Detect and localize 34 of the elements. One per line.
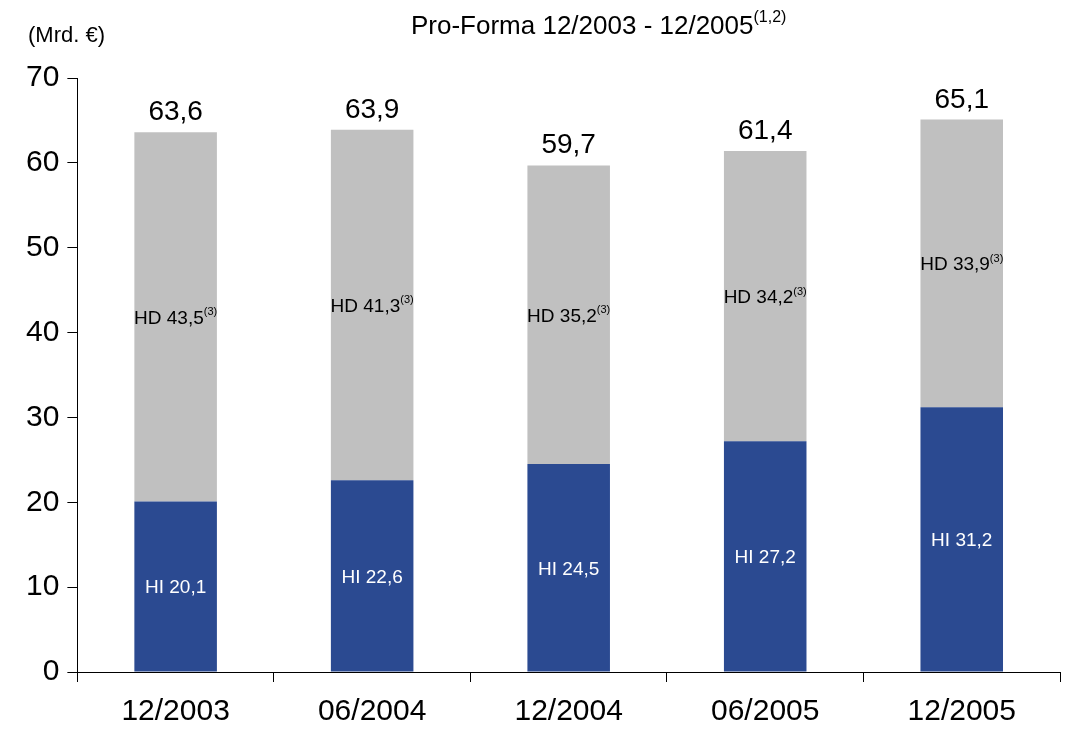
bar xyxy=(723,441,807,672)
y-tick-label: 60 xyxy=(25,144,60,178)
x-tick-label: 12/2003 xyxy=(121,693,230,727)
data-label: HI 27,2 xyxy=(734,546,796,568)
bar xyxy=(920,119,1004,408)
y-tick-label: 50 xyxy=(25,228,60,262)
data-label: HI 24,5 xyxy=(538,557,600,579)
data-label: HI 22,6 xyxy=(341,565,403,587)
total-label: 59,7 xyxy=(541,128,596,160)
x-tick-label: 06/2004 xyxy=(317,693,427,727)
bar xyxy=(527,464,610,672)
x-tick-label: 12/2005 xyxy=(907,693,1016,727)
total-label: 63,6 xyxy=(148,95,203,127)
data-label: HI 31,2 xyxy=(931,529,993,551)
x-tick-label: 06/2005 xyxy=(710,693,820,727)
total-label: 63,9 xyxy=(344,92,400,124)
bar xyxy=(527,165,610,465)
bar xyxy=(920,407,1004,672)
y-tick-label: 40 xyxy=(25,313,60,347)
data-label: HI 20,1 xyxy=(145,576,207,598)
bar xyxy=(134,132,217,502)
y-tick-label: 30 xyxy=(25,398,60,432)
total-label: 65,1 xyxy=(934,82,989,114)
bar xyxy=(134,501,217,672)
y-tick-label: 10 xyxy=(25,568,60,602)
y-tick-label: 70 xyxy=(25,59,60,93)
bar xyxy=(330,129,414,481)
y-tick-label: 0 xyxy=(42,653,60,687)
bar xyxy=(723,150,807,442)
total-label: 61,4 xyxy=(737,113,793,145)
y-axis-title: (Mrd. €) xyxy=(28,22,105,47)
y-tick-label: 20 xyxy=(25,483,60,517)
x-tick-label: 12/2004 xyxy=(514,693,623,727)
bar xyxy=(330,480,414,672)
